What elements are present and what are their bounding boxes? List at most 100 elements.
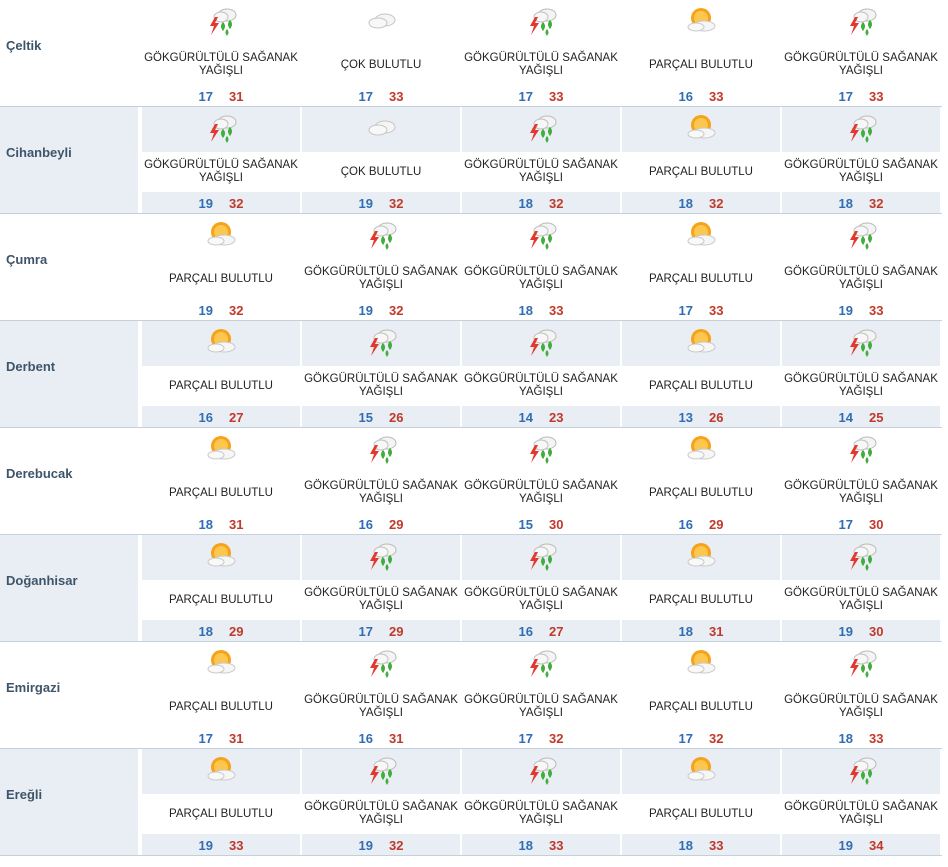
temperatures: 18 32 [462, 192, 620, 214]
city-name[interactable]: Çumra [6, 252, 48, 267]
temp-max: 33 [549, 88, 564, 104]
forecast-cell: GÖKGÜRÜLTÜLÜ SAĞANAK YAĞIŞLI 15 26 [302, 321, 460, 428]
condition-text: PARÇALI BULUTLU [649, 807, 753, 820]
forecast-cell: PARÇALI BULUTLU 18 29 [142, 535, 300, 642]
temp-band: 16 29 [302, 513, 460, 535]
forecast-cell: GÖKGÜRÜLTÜLÜ SAĞANAK YAĞIŞLI 15 30 [462, 428, 620, 535]
row-divider [0, 534, 942, 535]
condition-band: GÖKGÜRÜLTÜLÜ SAĞANAK YAĞIŞLI [782, 473, 940, 513]
forecast-cell: PARÇALI BULUTLU 18 31 [142, 428, 300, 535]
sun-cloud-icon [685, 753, 719, 787]
condition-text: GÖKGÜRÜLTÜLÜ SAĞANAK YAĞIŞLI [304, 694, 458, 719]
sun-cloud-icon [685, 325, 719, 359]
thunderstorm-rain-icon [525, 432, 559, 466]
temp-band: 15 26 [302, 406, 460, 428]
temperatures: 13 26 [622, 406, 780, 428]
condition-band: GÖKGÜRÜLTÜLÜ SAĞANAK YAĞIŞLI [462, 366, 620, 406]
condition-band: GÖKGÜRÜLTÜLÜ SAĞANAK YAĞIŞLI [782, 580, 940, 620]
temp-max: 32 [709, 730, 724, 746]
city-cell: Derbent [0, 321, 138, 428]
condition-text: GÖKGÜRÜLTÜLÜ SAĞANAK YAĞIŞLI [304, 587, 458, 612]
condition-text: GÖKGÜRÜLTÜLÜ SAĞANAK YAĞIŞLI [304, 480, 458, 505]
temperatures: 19 32 [302, 192, 460, 214]
condition-band: ÇOK BULUTLU [302, 152, 460, 192]
row-divider [0, 855, 942, 856]
icon-band [142, 214, 300, 259]
temp-band: 17 29 [302, 620, 460, 642]
cloud-icon [365, 111, 399, 145]
thunderstorm-rain-icon [205, 111, 239, 145]
condition-band: GÖKGÜRÜLTÜLÜ SAĞANAK YAĞIŞLI [142, 45, 300, 85]
icon-band [622, 642, 780, 687]
thunderstorm-rain-icon [845, 646, 879, 680]
temp-band: 17 30 [782, 513, 940, 535]
city-name[interactable]: Doğanhisar [6, 573, 78, 588]
temperatures: 17 31 [142, 727, 300, 749]
city-name[interactable]: Derebucak [6, 466, 73, 481]
icon-band [462, 321, 620, 366]
thunderstorm-rain-icon [525, 111, 559, 145]
icon-band [302, 535, 460, 580]
sun-cloud-icon [685, 218, 719, 252]
temp-band: 16 29 [622, 513, 780, 535]
condition-text: GÖKGÜRÜLTÜLÜ SAĞANAK YAĞIŞLI [784, 587, 938, 612]
city-name[interactable]: Derbent [6, 359, 56, 374]
temperatures: 19 32 [142, 299, 300, 321]
condition-band: PARÇALI BULUTLU [622, 473, 780, 513]
condition-text: ÇOK BULUTLU [340, 58, 422, 71]
icon-band [462, 642, 620, 687]
icon-band [782, 214, 940, 259]
icon-band [622, 214, 780, 259]
temp-band: 19 32 [302, 299, 460, 321]
sun-cloud-icon [205, 646, 239, 680]
city-name[interactable]: Çeltik [6, 38, 42, 53]
condition-text: GÖKGÜRÜLTÜLÜ SAĞANAK YAĞIŞLI [784, 801, 938, 826]
temp-band: 18 32 [782, 192, 940, 214]
city-name[interactable]: Emirgazi [6, 680, 61, 695]
sun-cloud-icon [685, 539, 719, 573]
icon-band [782, 749, 940, 794]
temperatures: 17 30 [782, 513, 940, 535]
temperatures: 18 32 [622, 192, 780, 214]
temp-band: 18 31 [142, 513, 300, 535]
thunderstorm-rain-icon [845, 4, 879, 38]
city-name[interactable]: Ereğli [6, 787, 43, 802]
temp-min: 19 [198, 195, 213, 211]
temperatures: 19 32 [302, 299, 460, 321]
temp-min: 19 [358, 302, 373, 318]
row-divider [0, 213, 942, 214]
condition-band: PARÇALI BULUTLU [622, 45, 780, 85]
temp-band: 18 33 [462, 834, 620, 856]
temp-band: 18 33 [782, 727, 940, 749]
forecast-cell: GÖKGÜRÜLTÜLÜ SAĞANAK YAĞIŞLI 14 25 [782, 321, 940, 428]
forecast-cell: GÖKGÜRÜLTÜLÜ SAĞANAK YAĞIŞLI 16 29 [302, 428, 460, 535]
city-row: Çumra PARÇALI BULUTLU 19 32 GÖKGÜRÜLTÜLÜ SAĞ… [0, 214, 942, 321]
condition-band: GÖKGÜRÜLTÜLÜ SAĞANAK YAĞIŞLI [462, 45, 620, 85]
temp-max: 29 [389, 516, 404, 532]
forecast-cell: PARÇALI BULUTLU 18 31 [622, 535, 780, 642]
temp-band: 18 32 [462, 192, 620, 214]
condition-text: PARÇALI BULUTLU [649, 700, 753, 713]
temp-band: 17 32 [622, 727, 780, 749]
temp-band: 19 33 [142, 834, 300, 856]
temp-max: 31 [389, 730, 404, 746]
temperatures: 18 33 [622, 834, 780, 856]
city-name[interactable]: Cihanbeyli [6, 145, 72, 160]
forecast-cell: PARÇALI BULUTLU 18 33 [622, 749, 780, 856]
temp-band: 19 32 [302, 192, 460, 214]
icon-band [142, 107, 300, 152]
cloud-icon [365, 4, 399, 38]
condition-text: GÖKGÜRÜLTÜLÜ SAĞANAK YAĞIŞLI [144, 159, 298, 184]
forecast-cell: GÖKGÜRÜLTÜLÜ SAĞANAK YAĞIŞLI 19 34 [782, 749, 940, 856]
icon-band [302, 749, 460, 794]
temp-min: 16 [518, 623, 533, 639]
condition-band: GÖKGÜRÜLTÜLÜ SAĞANAK YAĞIŞLI [302, 794, 460, 834]
condition-band: GÖKGÜRÜLTÜLÜ SAĞANAK YAĞIŞLI [782, 366, 940, 406]
icon-band [462, 749, 620, 794]
row-divider [0, 320, 942, 321]
icon-band [622, 321, 780, 366]
temp-band: 16 31 [302, 727, 460, 749]
forecast-cell: PARÇALI BULUTLU 18 32 [622, 107, 780, 214]
city-row: Ereğli PARÇALI BULUTLU 19 33 GÖKGÜRÜLTÜLÜ SA… [0, 749, 942, 856]
